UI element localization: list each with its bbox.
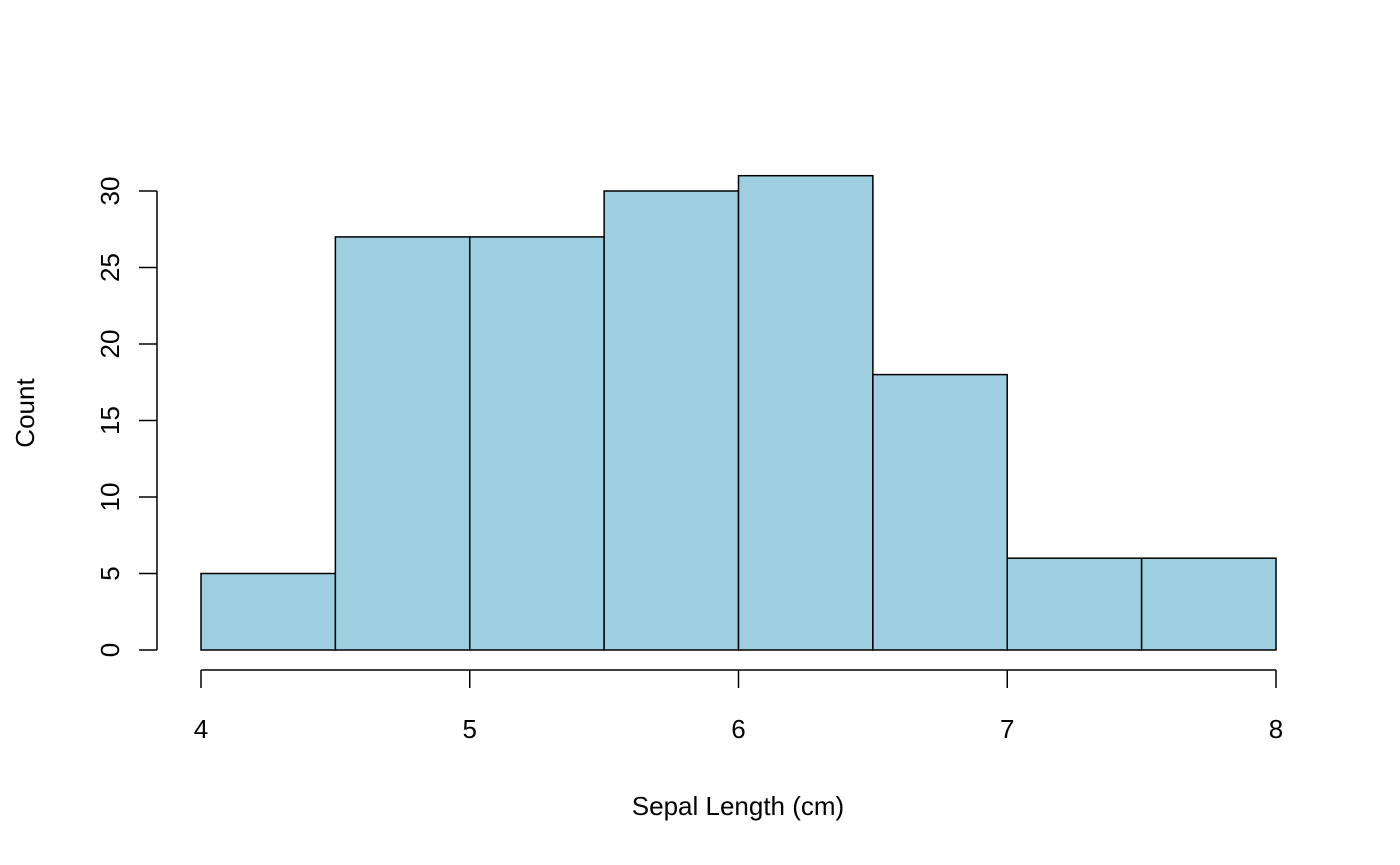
histogram-bar [737,174,874,651]
y-tick-label: 0 [95,643,125,657]
x-tick-label: 6 [731,714,745,744]
x-tick-label: 4 [194,714,208,744]
histogram-bar [334,236,471,651]
bars-group [200,174,1277,651]
y-tick-label: 15 [95,406,125,435]
x-axis: 4 5 6 7 8 [194,669,1283,744]
x-tick-label: 7 [1000,714,1014,744]
histogram-bar [872,373,1008,651]
y-tick-label: 20 [95,330,125,359]
x-tick-label: 8 [1269,714,1283,744]
x-tick-label: 5 [463,714,477,744]
histogram-bar [1006,557,1143,651]
y-axis: 0 5 10 15 20 25 30 [95,177,158,657]
histogram-bar [603,190,740,651]
histogram-bar [1140,557,1277,651]
y-tick-label: 10 [95,483,125,512]
x-axis-title: Sepal Length (cm) [632,791,844,821]
y-tick-label: 30 [95,177,125,206]
y-tick-label: 5 [95,566,125,580]
histogram-bar [200,572,337,651]
y-axis-title: Count [10,378,40,448]
histogram-bar [469,236,605,651]
y-tick-label: 25 [95,253,125,282]
